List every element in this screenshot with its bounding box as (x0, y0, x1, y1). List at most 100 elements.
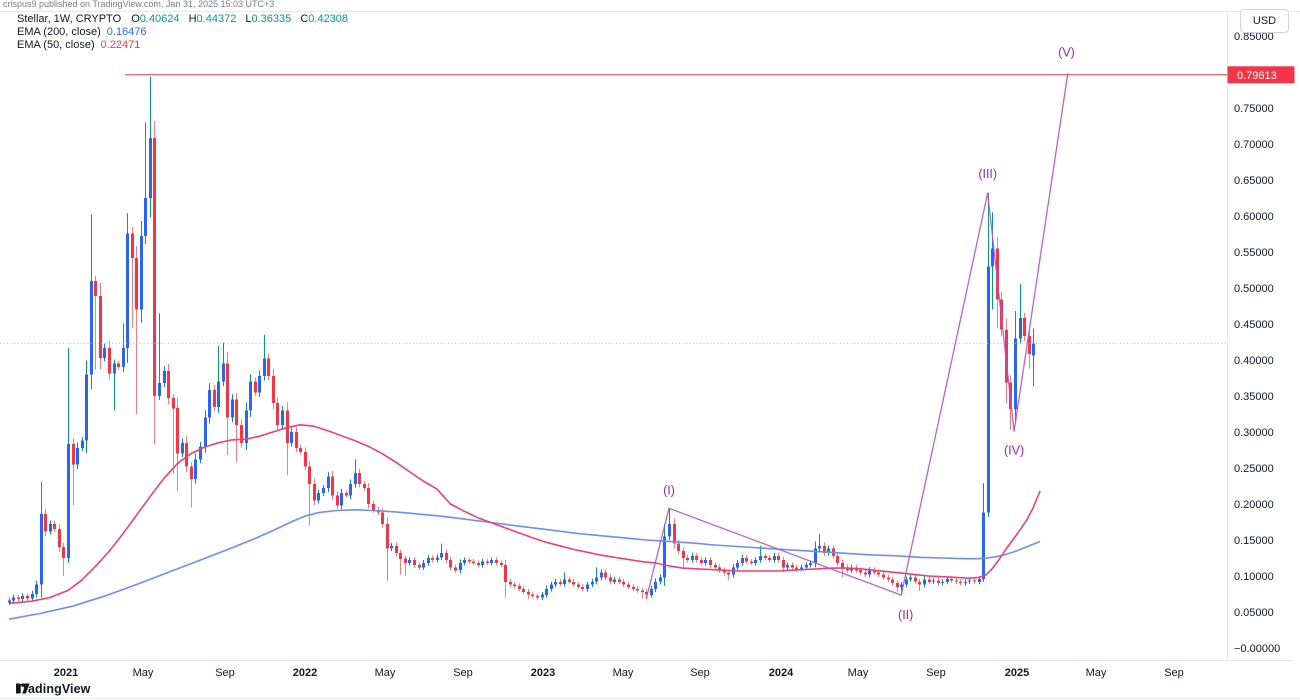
candle-body (699, 560, 704, 564)
time-tick-label: 2024 (769, 667, 794, 679)
candle-body (207, 390, 212, 418)
candle-body (617, 579, 622, 582)
candle-body (785, 565, 790, 568)
candle-body (253, 381, 258, 393)
candle-body (954, 580, 959, 582)
candle-body (517, 586, 522, 589)
price-tick-label: 0.65000 (1234, 175, 1274, 187)
candle-body (776, 555, 781, 561)
price-tick-label: 0.15000 (1234, 535, 1274, 547)
candle-body (649, 589, 654, 595)
candle-body (571, 581, 576, 585)
currency-toggle-button[interactable]: USD (1240, 9, 1289, 33)
candle-body (635, 589, 640, 591)
candle-body (262, 358, 267, 376)
candle-body (681, 550, 686, 558)
candle-body (180, 442, 185, 454)
candle-body (794, 567, 799, 569)
candle-body (749, 561, 754, 563)
candle-body (212, 390, 217, 407)
candle-body (48, 524, 53, 532)
candle-body (1022, 318, 1027, 337)
candle-body (439, 553, 444, 558)
candle-body (198, 446, 203, 460)
ema-200-line (8, 509, 1041, 620)
candle-body (863, 572, 868, 575)
candle-body (667, 524, 672, 537)
candle-body (421, 563, 426, 568)
candle-body (995, 248, 1000, 300)
tradingview-logo-text: TradingView (16, 682, 91, 696)
price-tick-label: 0.35000 (1234, 391, 1274, 403)
candle-body (20, 596, 25, 600)
candle-body (189, 466, 194, 479)
candle-body (30, 594, 35, 599)
candle-body (471, 561, 476, 563)
ema200-value: 0.16476 (106, 26, 147, 38)
candle-body (216, 381, 221, 407)
time-tick-label: Sep (690, 667, 710, 679)
time-tick-label: May (1086, 667, 1107, 679)
candle-body (690, 555, 695, 561)
ohlc-close: C0.42308 (300, 13, 349, 25)
candle-body (294, 432, 299, 448)
candle-body (11, 597, 16, 601)
candle-body (412, 560, 417, 566)
candle-body (585, 584, 590, 589)
candle-body (98, 295, 103, 358)
time-tick-label: May (613, 667, 634, 679)
tradingview-logo[interactable]: TradingView (16, 682, 91, 696)
candle-body (285, 410, 290, 443)
candle-body (580, 586, 585, 589)
candle-body (936, 580, 941, 584)
candle-body (521, 589, 526, 592)
candle-body (544, 589, 549, 595)
candle-body (7, 600, 12, 603)
candle-body (676, 543, 681, 551)
candle-body (89, 280, 94, 375)
candle-body (817, 545, 822, 549)
wave-label-i: (I) (663, 483, 675, 497)
candle-body (949, 578, 954, 581)
candle-body (904, 579, 909, 585)
time-tick-label: 2022 (293, 667, 317, 679)
candle-body (772, 555, 777, 561)
candle-body (512, 584, 517, 586)
candle-body (967, 580, 972, 582)
candle-body (366, 488, 371, 504)
candle-body (148, 138, 153, 198)
time-tick-label: 2023 (531, 667, 555, 679)
candle-body (858, 570, 863, 573)
candle-body (567, 579, 572, 582)
candle-body (922, 579, 927, 585)
candle-body (717, 567, 722, 571)
wave-label-v: (V) (1058, 45, 1075, 59)
candle-body (43, 514, 48, 532)
ema50-value: 0.22471 (100, 39, 141, 51)
candle-body (467, 560, 472, 562)
candle-body (631, 586, 636, 589)
candle-body (576, 584, 581, 587)
candle-body (417, 565, 422, 568)
candle-body (453, 567, 458, 571)
candle-body (266, 358, 271, 376)
candle-body (93, 280, 98, 296)
candle-body (152, 138, 157, 396)
candle-body (458, 563, 463, 571)
candle-body (612, 579, 617, 582)
chart-legend: Stellar, 1W, CRYPTO O0.40624 H0.44372 L0… (17, 13, 354, 52)
ohlc-low: L0.36335 (245, 13, 292, 25)
candle-body (143, 198, 148, 237)
wave-label-iii: (III) (978, 167, 997, 181)
candle-body (244, 410, 249, 443)
candle-body (872, 570, 877, 573)
candle-body (594, 577, 599, 582)
legend-ema50-row: EMA (50, close) 0.22471 (17, 39, 354, 52)
candle-body (326, 476, 331, 489)
candle-body (708, 560, 713, 566)
candle-body (913, 577, 918, 582)
candle-body (1031, 343, 1036, 356)
ema200-label: EMA (200, close) (17, 26, 101, 38)
ohlc-open: O0.40624 (131, 13, 180, 25)
